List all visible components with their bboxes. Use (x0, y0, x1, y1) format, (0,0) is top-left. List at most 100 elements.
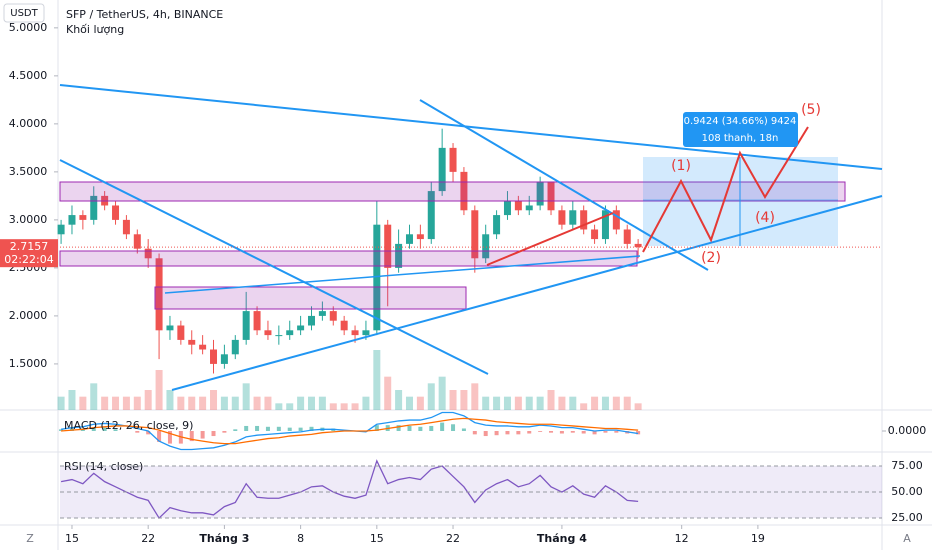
wave-label: (4) (755, 210, 775, 226)
macd-histogram (614, 431, 619, 433)
volume-label: Khối lượng (66, 23, 124, 36)
signal-line (61, 417, 639, 445)
measure-label-box (683, 112, 798, 147)
volume-bar (340, 403, 348, 410)
candle-body (460, 171, 468, 211)
countdown: 02:22:04 (4, 253, 53, 266)
volume-bar (112, 396, 120, 410)
volume-bar (155, 370, 163, 410)
candle-body (482, 234, 490, 259)
macd-histogram (527, 431, 532, 434)
macd-histogram (505, 431, 510, 435)
volume-bar (133, 396, 141, 410)
candle-body (503, 200, 511, 216)
wave-label: (2) (701, 250, 721, 266)
measure-label: 0.9424 (34.66%) 9424 (684, 116, 797, 127)
candle-body (362, 330, 370, 336)
macd-histogram (538, 431, 543, 432)
volume-bar (210, 390, 218, 410)
macd-histogram (91, 427, 96, 431)
macd-histogram (233, 429, 238, 431)
volume-bar (177, 396, 185, 410)
macd-histogram (102, 427, 107, 431)
last-price: 2.7157 (10, 240, 49, 253)
macd-histogram (418, 426, 423, 431)
volume-bar (427, 383, 435, 410)
volume-bar (188, 396, 196, 410)
trend-line (486, 212, 614, 266)
candle-body (112, 205, 120, 220)
candle-body (210, 349, 218, 364)
wave-label: (1) (671, 158, 691, 174)
candle-body (449, 147, 457, 172)
candle-body (591, 229, 599, 240)
candle-body (199, 344, 207, 350)
volume-bar (569, 396, 577, 410)
rsi-tick-label: 25.00 (891, 511, 923, 524)
candle-body (166, 325, 174, 331)
candle-body (133, 234, 141, 249)
x-tick-label: 22 (446, 532, 460, 545)
y-tick-label: 2.0000 (9, 309, 48, 322)
x-tick-label: 19 (751, 532, 765, 545)
candle-body (427, 191, 435, 240)
volume-bar (558, 396, 566, 410)
macd-histogram (374, 425, 379, 431)
volume-bar (101, 396, 109, 410)
last-price-box (0, 239, 58, 268)
x-tick-label: 15 (65, 532, 79, 545)
volume-bar (601, 396, 609, 410)
trend-line (59, 159, 489, 375)
corner-button[interactable]: A (903, 532, 911, 545)
volume-bar (297, 396, 305, 410)
volume-bar (79, 396, 87, 410)
candle-body (188, 339, 196, 345)
volume-bar (264, 396, 272, 410)
y-tick-label: 3.0000 (9, 213, 48, 226)
volume-bar (351, 403, 359, 410)
macd-histogram (592, 431, 597, 435)
candle-body (68, 215, 76, 225)
candle-body (558, 210, 566, 225)
zone (154, 286, 467, 310)
volume-bar (416, 396, 424, 410)
trend-line (164, 255, 641, 294)
macd-histogram (549, 431, 554, 433)
volume-bar (514, 396, 522, 410)
x-tick-label: 8 (297, 532, 304, 545)
macd-histogram (429, 425, 434, 431)
candle-body (231, 339, 239, 355)
candle-body (395, 243, 403, 268)
volume-bar (623, 396, 631, 410)
macd-title: MACD (12, 26, close, 9) (64, 419, 193, 432)
macd-histogram (603, 431, 608, 433)
volume-bar (253, 396, 261, 410)
x-tick-label: Tháng 3 (199, 532, 249, 545)
macd-histogram (298, 427, 303, 431)
chart-title: SFP / TetherUS, 4h, BINANCE (66, 8, 223, 21)
currency-box (3, 3, 45, 23)
candle-body (384, 224, 392, 268)
candle-body (318, 311, 326, 316)
volume-bar (275, 403, 283, 410)
macd-histogram (407, 425, 412, 431)
y-tick-label: 4.5000 (9, 69, 48, 82)
candle-body (253, 311, 261, 331)
volume-bar (220, 396, 228, 410)
plot (57, 128, 642, 520)
candle-body (373, 224, 381, 331)
volume-bar (503, 396, 511, 410)
macd-histogram (559, 431, 564, 434)
volume-bar (329, 403, 337, 410)
volume-bar (199, 396, 207, 410)
corner-button[interactable]: Z (26, 532, 34, 545)
volume-bar (405, 396, 413, 410)
macd-histogram (255, 425, 260, 431)
candle-body (536, 181, 544, 206)
macd-histogram (472, 431, 477, 435)
volume-bar (68, 390, 76, 410)
volume-bar (525, 396, 533, 410)
volume-bar (591, 396, 599, 410)
candle-body (405, 234, 413, 244)
